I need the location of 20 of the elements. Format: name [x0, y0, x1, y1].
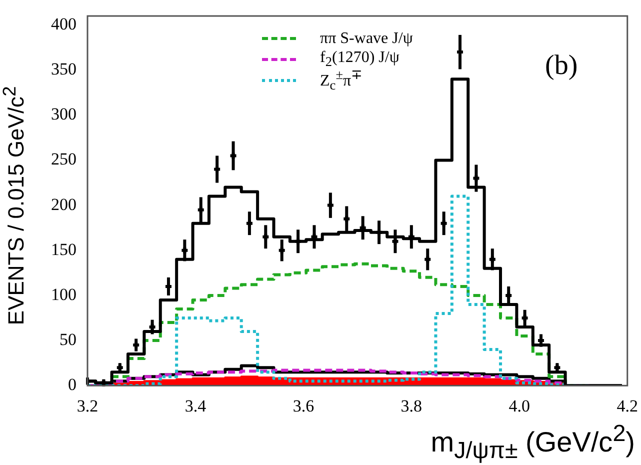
- legend-label: f$_{2}$(1270) J/ψ: [320, 48, 400, 70]
- y-tick-label: 250: [51, 150, 76, 169]
- y-tick-label: 150: [51, 240, 76, 259]
- y-tick-label: 300: [51, 104, 76, 124]
- y-tick-label: 400: [51, 14, 76, 34]
- x-tick-label: 3.4: [184, 396, 207, 416]
- x-tick-label: 4.2: [616, 396, 638, 416]
- y-tick-label: 100: [51, 284, 76, 304]
- x-tick-label: 3.6: [292, 396, 314, 416]
- y-tick-label: 50: [60, 330, 76, 349]
- y-tick-label: 200: [51, 194, 76, 214]
- x-tick-label: 4.0: [508, 396, 530, 416]
- x-tick-label: 3.2: [76, 396, 98, 416]
- annotation: (b): [545, 50, 578, 82]
- y-tick-label: 0: [68, 375, 76, 394]
- x-axis-title: m$_{J/ψπ±}$ (GeV/c$^{2}$): [430, 420, 635, 464]
- legend-label: Z$_{c}$$^{±}$π$^{∓}$: [320, 67, 362, 94]
- x-tick-label: 3.8: [400, 396, 422, 416]
- y-tick-label: 350: [51, 60, 76, 79]
- legend-label: ππ S-wave J/ψ: [320, 30, 413, 48]
